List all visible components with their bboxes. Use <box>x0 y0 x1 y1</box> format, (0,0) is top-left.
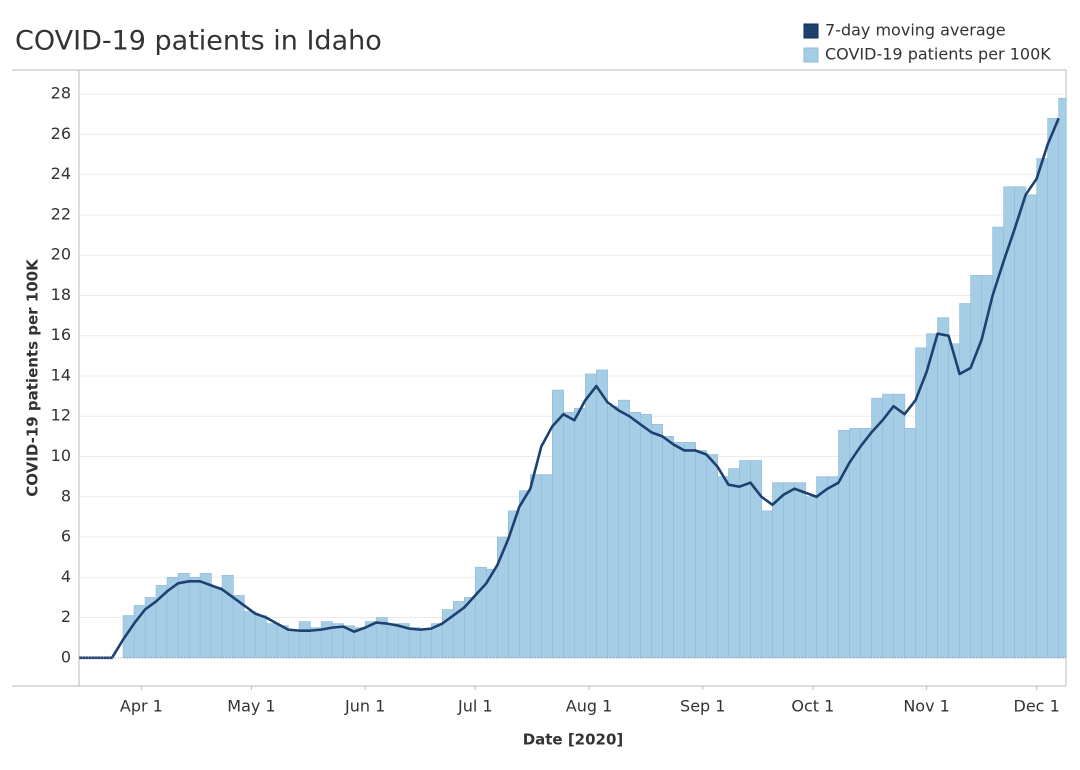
x-tick-label: Oct 1 <box>791 697 834 716</box>
y-tick-label: 18 <box>51 285 71 304</box>
step-bar <box>221 574 234 659</box>
step-bar <box>937 317 950 659</box>
step-bar <box>816 476 829 659</box>
step-bar <box>1036 158 1049 659</box>
step-bar <box>541 474 553 659</box>
y-tick-label: 22 <box>51 204 71 223</box>
y-tick-label: 12 <box>51 406 71 425</box>
step-bar <box>563 411 575 659</box>
step-bar <box>552 389 564 659</box>
step-bar <box>651 424 663 659</box>
y-tick-label: 2 <box>61 607 71 626</box>
x-tick-label: Nov 1 <box>903 697 950 716</box>
step-bar <box>276 625 289 659</box>
moving-average-line <box>79 117 1060 660</box>
step-bar <box>673 442 686 659</box>
step-bar <box>254 615 267 659</box>
step-bar <box>496 536 509 659</box>
y-tick-label: 0 <box>61 647 71 666</box>
legend-label: COVID-19 patients per 100K <box>825 45 1051 64</box>
y-tick-label: 8 <box>61 486 71 505</box>
step-bar <box>827 476 840 659</box>
step-bar <box>618 399 630 659</box>
step-bar <box>783 482 796 659</box>
x-tick-label: Sep 1 <box>680 697 725 716</box>
step-bar <box>717 476 730 659</box>
step-bar <box>849 428 862 659</box>
step-bar <box>287 629 300 659</box>
step-bar <box>585 373 597 659</box>
step-bar <box>794 482 807 659</box>
x-tick-label: Apr 1 <box>120 697 163 716</box>
step-bar <box>177 572 190 659</box>
step-bar <box>805 496 818 659</box>
step-bar <box>959 303 972 659</box>
y-tick-label: 26 <box>51 124 71 143</box>
step-bar <box>474 566 487 659</box>
step-bar <box>926 333 939 659</box>
x-tick-label: Jul 1 <box>457 697 493 716</box>
y-tick-label: 28 <box>51 84 71 103</box>
step-bar <box>860 428 873 659</box>
step-bar <box>728 468 741 659</box>
y-tick-label: 4 <box>61 567 71 586</box>
step-bar <box>871 397 884 659</box>
x-tick-label: Aug 1 <box>566 697 613 716</box>
step-bar <box>904 428 917 659</box>
step-bar <box>1058 97 1067 659</box>
step-bar <box>695 450 708 659</box>
step-bar <box>530 474 542 659</box>
step-bar <box>970 275 983 659</box>
step-bar <box>574 407 586 659</box>
step-bar <box>684 442 697 659</box>
step-bar <box>948 343 961 659</box>
step-bar <box>739 460 752 659</box>
step-bar <box>386 623 399 659</box>
y-tick-label: 10 <box>51 446 71 465</box>
step-bar <box>772 482 785 659</box>
y-tick-label: 24 <box>51 164 71 183</box>
step-bar <box>893 393 906 659</box>
step-bar <box>243 611 256 659</box>
step-bar <box>518 490 531 659</box>
x-tick-label: Dec 1 <box>1014 697 1060 716</box>
step-bar <box>882 393 895 659</box>
step-bar <box>706 454 719 659</box>
step-bar <box>629 411 641 659</box>
legend-swatch <box>803 47 819 63</box>
x-tick-label: May 1 <box>227 697 275 716</box>
y-tick-label: 6 <box>61 527 71 546</box>
legend-swatch <box>803 23 819 39</box>
chart-title: COVID-19 patients in Idaho <box>15 26 382 57</box>
step-bar <box>188 576 201 659</box>
legend-label: 7-day moving average <box>825 21 1006 40</box>
step-bar <box>607 405 619 659</box>
step-bar <box>1014 186 1027 659</box>
x-axis-title: Date [2020] <box>523 731 624 749</box>
step-bar <box>1047 118 1060 659</box>
step-bar <box>265 623 278 659</box>
step-bar <box>662 436 675 659</box>
step-bar <box>408 627 421 659</box>
step-bar <box>298 621 311 659</box>
step-bar <box>309 627 322 659</box>
y-tick-label: 16 <box>51 325 71 344</box>
step-bar <box>596 369 608 659</box>
y-axis-title: COVID-19 patients per 100K <box>24 258 42 497</box>
y-tick-label: 20 <box>51 245 71 264</box>
step-bar <box>640 413 652 659</box>
step-bar <box>419 629 432 659</box>
step-bar <box>761 510 774 659</box>
step-bar <box>210 587 223 659</box>
x-tick-label: Jun 1 <box>344 697 385 716</box>
y-tick-label: 14 <box>51 365 71 384</box>
step-bar <box>1025 194 1038 659</box>
